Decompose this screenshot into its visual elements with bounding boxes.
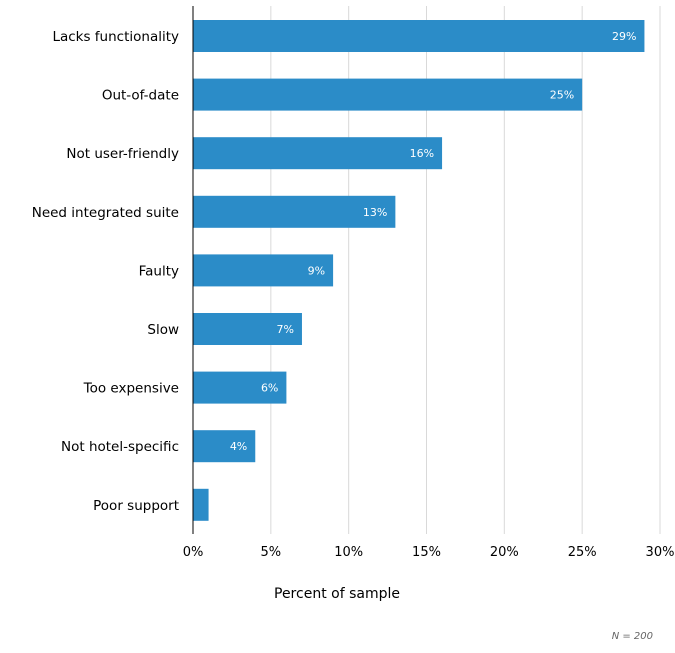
bars: 29% 25% 16% 13% 9% 7% 6% 4% [193, 20, 645, 521]
bar [193, 254, 334, 287]
bar [193, 488, 209, 521]
category-label: Slow [147, 322, 179, 338]
bar [193, 430, 256, 463]
data-label: 25% [550, 89, 574, 102]
category-label: Lacks functionality [52, 29, 179, 45]
sample-size-note: N = 200 [612, 631, 653, 642]
bar [193, 371, 287, 404]
bar [193, 78, 583, 111]
category-label: Too expensive [83, 381, 179, 397]
bar [193, 313, 302, 345]
x-tick-label: 15% [412, 545, 441, 560]
category-label: Out-of-date [102, 88, 179, 104]
category-label: Not user-friendly [66, 146, 179, 162]
data-label: 16% [410, 147, 434, 160]
x-tick-label: 0% [183, 545, 204, 560]
axes: 0% 5% 10% 15% 20% 25% 30% Lacks functionality Ou… [32, 6, 675, 560]
x-tick-label: 30% [646, 545, 675, 560]
bar [193, 195, 396, 228]
x-tick-label: 25% [568, 545, 597, 560]
bar [193, 137, 443, 170]
category-label: Need integrated suite [32, 205, 179, 221]
data-label: 29% [612, 30, 636, 43]
category-label: Faulty [139, 263, 179, 279]
category-label: Poor support [93, 498, 179, 514]
data-label: 13% [363, 206, 387, 219]
category-label: Not hotel-specific [61, 439, 179, 455]
data-label: 6% [261, 382, 278, 395]
x-tick-label: 10% [334, 545, 363, 560]
x-tick-label: 5% [261, 545, 282, 560]
data-label: 9% [308, 264, 325, 277]
data-label: 7% [277, 323, 294, 336]
bar [193, 20, 645, 52]
x-tick-label: 20% [490, 545, 519, 560]
data-label: 4% [230, 440, 247, 453]
x-axis-title: Percent of sample [274, 586, 400, 602]
